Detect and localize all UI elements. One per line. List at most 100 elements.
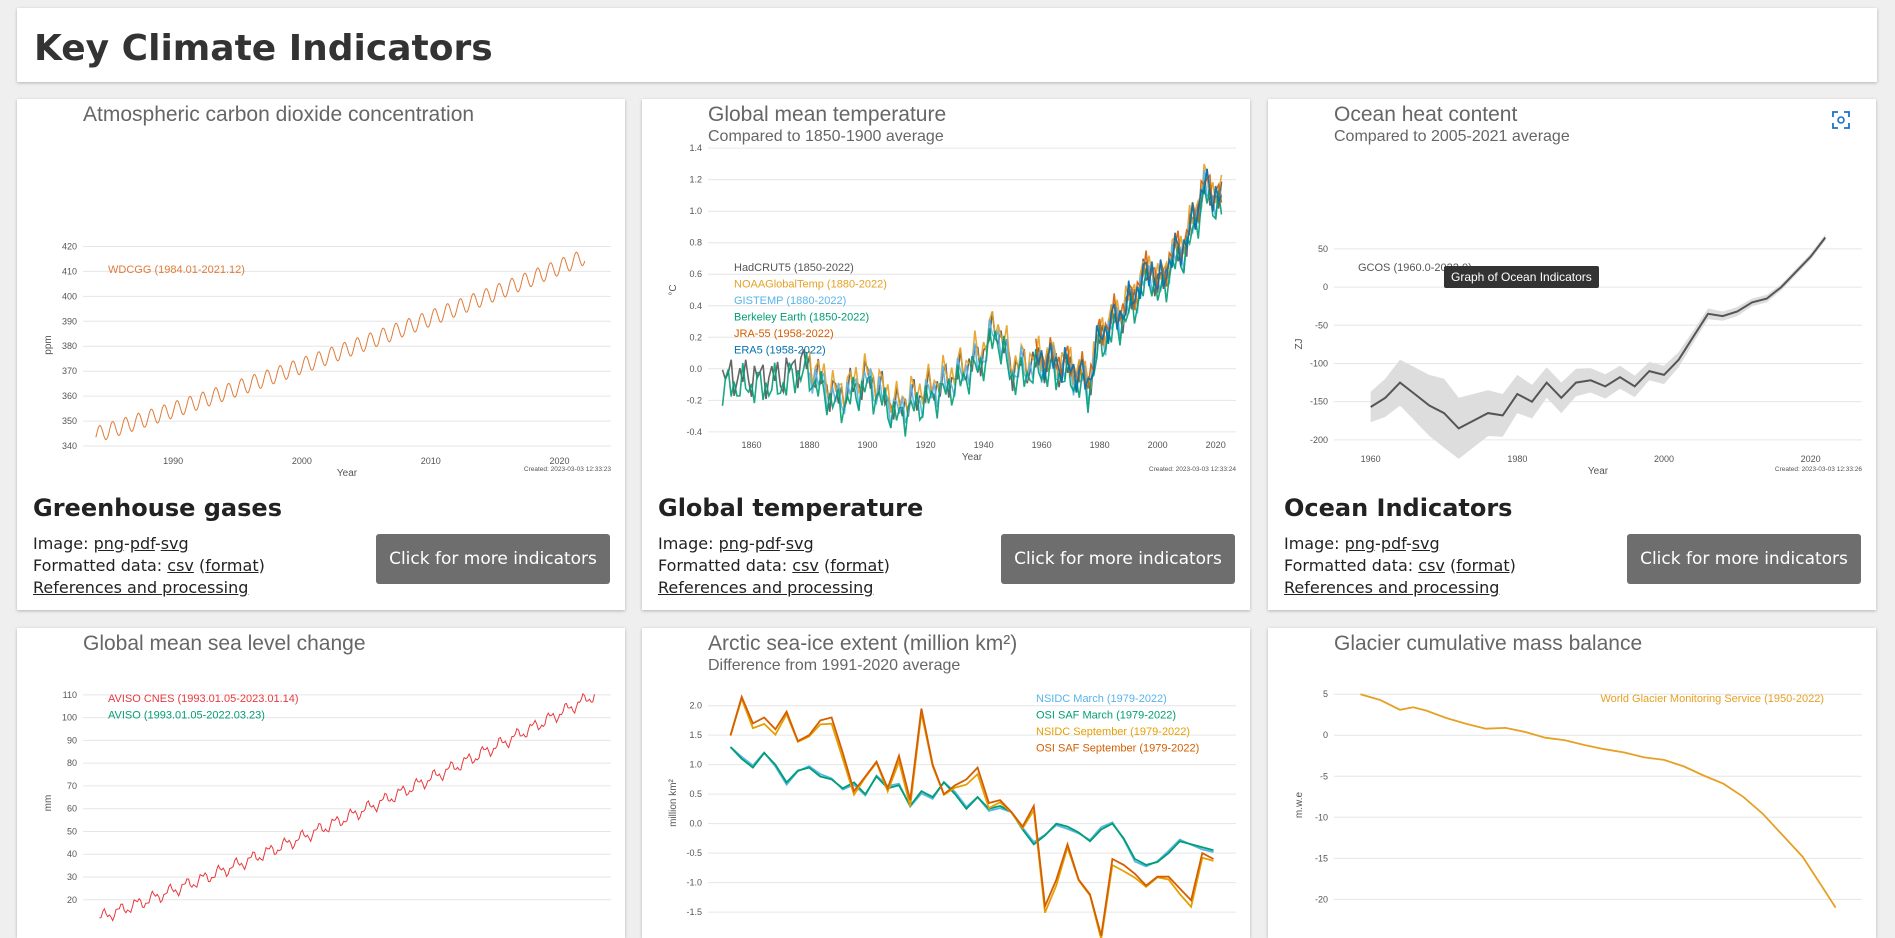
y-tick-label: 50 [67, 826, 77, 836]
x-tick-label: 1860 [742, 440, 762, 450]
svg-link[interactable]: svg [160, 534, 189, 553]
legend-entry: HadCRUT5 (1850-2022) [734, 262, 854, 274]
y-tick-label: 350 [62, 416, 77, 426]
x-tick-label: 2010 [421, 456, 441, 466]
y-tick-label: 1.0 [689, 206, 702, 216]
created-timestamp: Created: 2023-03-03 12:33:26 [1775, 466, 1862, 473]
y-tick-label: -0.2 [686, 395, 702, 405]
sea-ice-series-line [729, 694, 1214, 936]
x-tick-label: 2000 [1148, 440, 1168, 450]
card-sea-ice: -1.5 -1.0 -0.5 0.0 0.5 1.0 1.5 2.0 million km² NS… [642, 628, 1250, 938]
sea-level-series-line [99, 692, 595, 922]
more-indicators-button[interactable]: Click for more indicators [1001, 534, 1235, 584]
y-tick-label: -150 [1310, 397, 1328, 407]
y-tick-label: -0.4 [686, 427, 702, 437]
chart-subtitle: Difference from 1991-2020 average [708, 657, 961, 674]
legend-entry: GISTEMP (1880-2022) [734, 295, 846, 307]
sea-ice-series-line [729, 696, 1214, 938]
more-indicators-button[interactable]: Click for more indicators [1627, 534, 1861, 584]
references-link[interactable]: References and processing [33, 578, 249, 597]
csv-link[interactable]: csv [1418, 556, 1445, 575]
section-title: Global temperature [658, 494, 924, 522]
references-link[interactable]: References and processing [658, 578, 874, 597]
csv-link[interactable]: csv [167, 556, 194, 575]
png-link[interactable]: png [718, 534, 750, 553]
y-tick-label: 340 [62, 441, 77, 451]
sea-level-chart[interactable]: 20 30 40 50 60 70 80 90 100 110 mm AVISO CNES (1993… [17, 628, 625, 938]
co2-chart[interactable]: 340 350 360 370 380 390 400 410 420 1990 2000 2010 2… [17, 99, 625, 479]
fullscreen-expand-icon[interactable] [1830, 109, 1852, 131]
download-links: Image: png-pdf-svg Formatted data: csv (… [658, 534, 890, 597]
y-tick-label: 90 [67, 735, 77, 745]
x-axis-label: Year [962, 452, 983, 463]
temperature-series-line [1035, 168, 1223, 393]
y-tick-label: -1.5 [686, 907, 702, 917]
x-tick-label: 2020 [1206, 440, 1226, 450]
section-title: Ocean Indicators [1284, 494, 1513, 522]
svg-link[interactable]: svg [1411, 534, 1440, 553]
legend-entry: AVISO CNES (1993.01.05-2023.01.14) [108, 693, 299, 705]
x-tick-label: 1900 [858, 440, 878, 450]
y-axis-label: °C [668, 284, 679, 295]
sea-ice-series-line [729, 746, 1214, 866]
y-tick-label: 400 [62, 291, 77, 301]
x-tick-label: 1880 [800, 440, 820, 450]
glacier-chart[interactable]: 5 0 -5 -10 -15 -20 m.w.e World Glacier Monitori… [1268, 628, 1876, 938]
png-link[interactable]: png [1344, 534, 1376, 553]
legend-entry: NOAAGlobalTemp (1880-2022) [734, 279, 887, 291]
y-tick-label: 410 [62, 266, 77, 276]
ocean-heat-series-line [1370, 236, 1827, 430]
format-link[interactable]: format [830, 556, 884, 575]
y-tick-label: 1.0 [689, 760, 702, 770]
csv-link[interactable]: csv [792, 556, 819, 575]
card-glacier: 5 0 -5 -10 -15 -20 m.w.e World Glacier Monitori… [1268, 628, 1876, 938]
download-links: Image: png-pdf-svg Formatted data: csv (… [1284, 534, 1516, 597]
section-title: Greenhouse gases [33, 494, 282, 522]
y-tick-label: 0 [1323, 730, 1328, 740]
legend-entry: NSIDC September (1979-2022) [1036, 726, 1190, 738]
legend-entry: OSI SAF September (1979-2022) [1036, 743, 1199, 755]
legend-entry: JRA-55 (1958-2022) [734, 328, 834, 340]
pdf-link[interactable]: pdf [1380, 534, 1406, 553]
format-link[interactable]: format [1456, 556, 1510, 575]
y-axis-label: ZJ [1294, 338, 1305, 349]
y-tick-label: -20 [1315, 894, 1328, 904]
svg-link[interactable]: svg [785, 534, 814, 553]
x-tick-label: 1940 [974, 440, 994, 450]
temperature-series-line [721, 185, 1223, 437]
glacier-series-line [1360, 693, 1837, 909]
pdf-link[interactable]: pdf [129, 534, 155, 553]
card-sea-level: 20 30 40 50 60 70 80 90 100 110 mm AVISO CNES (1993… [17, 628, 625, 938]
x-tick-label: 1960 [1032, 440, 1052, 450]
created-timestamp: Created: 2023-03-03 12:33:23 [524, 466, 611, 473]
y-tick-label: -1.0 [686, 878, 702, 888]
y-tick-label: 420 [62, 241, 77, 251]
x-tick-label: 2020 [549, 456, 569, 466]
format-link[interactable]: format [205, 556, 259, 575]
legend-entry: World Glacier Monitoring Service (1950-2… [1600, 693, 1824, 705]
references-link[interactable]: References and processing [1284, 578, 1500, 597]
png-link[interactable]: png [93, 534, 125, 553]
ocean-heat-chart[interactable]: -200 -150 -100 -50 0 50 1960 1980 2000 2020 Year ZJ… [1268, 99, 1876, 479]
temperature-chart[interactable]: -0.4 -0.2 0.0 0.2 0.4 0.6 0.8 1.0 1.2 1.4 1860 1880… [642, 99, 1250, 479]
x-axis-label: Year [337, 468, 358, 479]
y-tick-label: 100 [62, 713, 77, 723]
chart-title: Global mean sea level change [83, 632, 366, 655]
y-tick-label: 0.0 [689, 819, 702, 829]
y-tick-label: 370 [62, 366, 77, 376]
sea-ice-chart[interactable]: -1.5 -1.0 -0.5 0.0 0.5 1.0 1.5 2.0 million km² NS… [642, 628, 1250, 938]
created-timestamp: Created: 2023-03-03 12:33:24 [1149, 466, 1236, 473]
chart-title: Atmospheric carbon dioxide concentration [83, 103, 475, 126]
legend-entry: ERA5 (1958-2022) [734, 345, 826, 357]
y-tick-label: 1.4 [689, 143, 702, 153]
chart-subtitle: Compared to 1850-1900 average [708, 128, 944, 145]
y-tick-label: 30 [67, 872, 77, 882]
pdf-link[interactable]: pdf [754, 534, 780, 553]
more-indicators-button[interactable]: Click for more indicators [376, 534, 610, 584]
y-axis-label: m.w.e [1294, 792, 1305, 819]
y-tick-label: 0.4 [689, 301, 702, 311]
x-tick-label: 2000 [292, 456, 312, 466]
card-ocean-indicators: -200 -150 -100 -50 0 50 1960 1980 2000 2020 Year ZJ… [1268, 99, 1876, 610]
y-tick-label: 380 [62, 341, 77, 351]
card-global-temperature: -0.4 -0.2 0.0 0.2 0.4 0.6 0.8 1.0 1.2 1.4 1860 1880… [642, 99, 1250, 610]
